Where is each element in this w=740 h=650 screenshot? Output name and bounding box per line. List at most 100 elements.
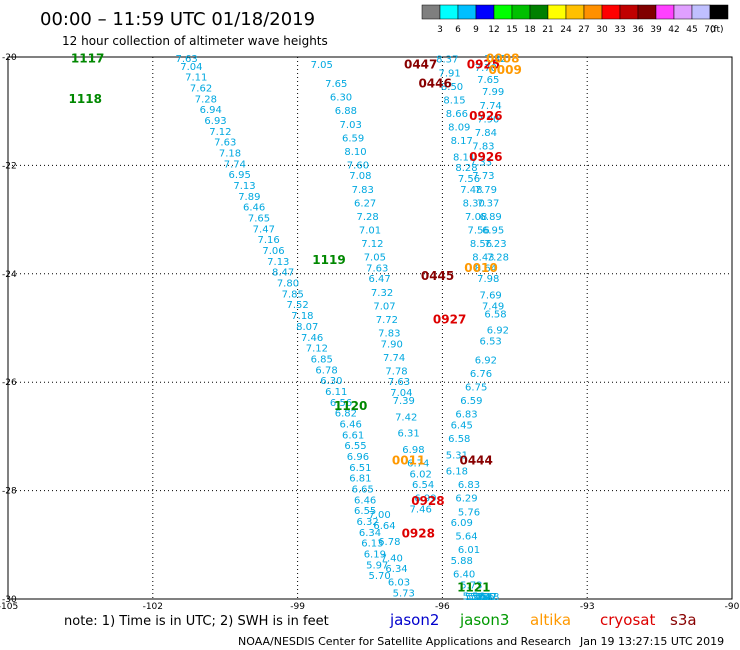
wave-height-value: 5.30 [467,592,489,603]
wave-height-value: 7.04 [180,62,202,73]
colorbar-tick-label: 30 [596,25,608,35]
wave-height-value: 6.85 [311,354,333,365]
colorbar-swatch [619,4,639,20]
wave-height-value: 7.80 [277,279,299,290]
wave-height-value: 6.53 [480,337,502,348]
pass-time-label: 1117 [71,52,104,66]
chart-title: 00:00 – 11:59 UTC 01/18/2019 [40,9,315,30]
wave-height-value: 7.65 [477,75,499,86]
colorbar-tick-label: 70 [704,25,716,35]
wave-height-value: 7.89 [238,192,260,203]
wave-height-value: 6.65 [352,485,374,496]
wave-height-value: 7.83 [352,185,374,196]
wave-height-value: 6.29 [455,494,477,505]
wave-height-value: 6.11 [325,387,347,398]
wave-height-value: 7.74 [224,159,246,170]
pass-time-label: 1119 [312,253,345,267]
wave-height-value: 7.74 [383,353,405,364]
wave-height-value: 6.34 [359,528,381,539]
y-tick-label: -28 [2,487,17,497]
wave-height-value: 6.01 [458,545,480,556]
wave-height-value: 6.89 [480,212,502,223]
y-tick-label: -20 [2,53,17,63]
wave-height-value: 6.81 [349,474,371,485]
wave-height-value: 7.28 [195,94,217,105]
pass-time-label: 1118 [69,92,102,106]
colorbar-swatch [439,4,459,20]
wave-height-value: 6.83 [458,480,480,491]
colorbar-swatch [673,4,693,20]
legend-altika: altika [530,611,571,629]
wave-height-value: 7.83 [472,141,494,152]
wave-height-value: 7.79 [475,185,497,196]
x-tick-label: -102 [143,602,163,612]
wave-height-value: 8.09 [448,122,470,133]
pass-time-label: 0928 [411,494,444,508]
wave-height-value: 7.63 [214,138,236,149]
wave-height-value: 6.96 [347,452,369,463]
wave-height-value: 6.19 [364,550,386,561]
wave-height-value: 7.56 [458,174,480,185]
wave-height-value: 8.07 [296,322,318,333]
wave-height-value: 7.63 [366,263,388,274]
wave-height-value: 6.09 [451,518,473,529]
wave-height-value: 5.73 [393,589,415,600]
pass-time-label: 0011 [392,453,425,467]
wave-height-value: 7.11 [185,73,207,84]
wave-height-value: 6.27 [354,198,376,209]
colorbar-units: (ft) [710,25,724,35]
wave-height-value: 7.65 [248,214,270,225]
wave-height-value: 5.68 [470,592,492,603]
wave-height-value: 7.07 [373,301,395,312]
wave-height-value: 8.43 [472,253,494,264]
wave-height-value: 7.69 [480,290,502,301]
colorbar-tick-label: 42 [668,25,679,35]
wave-height-value: 8.47 [272,268,294,279]
wave-height-value: 6.92 [487,326,509,337]
wave-height-value: 8.64 [475,263,497,274]
grid-lines [8,57,732,599]
wave-height-value: 5.45 [465,592,487,603]
pass-time-label: 1121 [457,581,490,595]
wave-height-value: 6.75 [465,383,487,394]
wave-height-value: 5.88 [451,556,473,567]
colorbar-tick-label: 39 [650,25,662,35]
footer-note: note: 1) Time is in UTC; 2) SWH is in fe… [64,614,329,629]
wave-height-value: 5.31 [446,450,468,461]
wave-height-value: 6.78 [378,537,400,548]
wave-height-value: 8.66 [446,109,468,120]
wave-height-value: 5.64 [455,532,477,543]
wave-height-value: 6.13 [361,539,383,550]
wave-height-value: 6.46 [243,203,265,214]
wave-height-value: 6.88 [335,106,357,117]
wave-height-value: 7.13 [267,257,289,268]
legend-s3a: s3a [670,611,697,629]
wave-height-value: 6.55 [354,506,376,517]
wave-height-value: 7.32 [484,54,506,65]
colorbar-swatch [457,4,477,20]
wave-height-value: 6.94 [200,105,222,116]
colorbar-tick-label: 12 [488,25,499,35]
wave-height-value: 8.50 [441,82,463,93]
wave-height-value: 7.73 [472,171,494,182]
wave-height-value: 7.90 [381,339,403,350]
pass-time-label: 0009 [488,63,521,77]
pass-time-label: 0008 [486,52,519,66]
colorbar-swatch [601,4,621,20]
wave-height-value: 8.17 [451,136,473,147]
colorbar-swatch [565,4,585,20]
pass-time-label: 0926 [469,109,502,123]
wave-height-value: 7.03 [340,120,362,131]
x-axis-ticks: -105 -102 -99 -96 -93 -90 [0,602,740,612]
wave-height-value: 7.60 [347,160,369,171]
wave-height-value: 7.98 [477,274,499,285]
wave-height-value: 7.78 [385,366,407,377]
wave-height-value: 6.34 [385,564,407,575]
wave-height-value: 6.95 [482,225,504,236]
wave-height-value: 7.28 [356,212,378,223]
pass-time-label: 0928 [402,526,435,540]
colorbar-swatch [583,4,603,20]
wave-height-value: 6.64 [373,521,395,532]
wave-height-value: 5.76 [458,507,480,518]
colorbar-swatch [529,4,549,20]
